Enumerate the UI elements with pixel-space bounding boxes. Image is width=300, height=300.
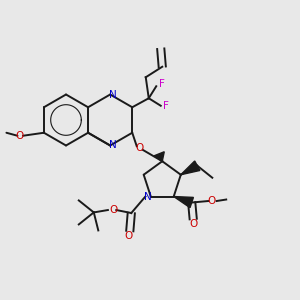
Text: O: O [136,143,144,153]
Text: O: O [207,196,215,206]
Text: N: N [109,89,116,100]
Text: O: O [109,205,117,215]
Text: O: O [15,131,23,141]
Text: N: N [109,140,116,151]
Text: F: F [159,79,165,89]
Polygon shape [154,152,164,161]
Text: N: N [144,191,152,202]
Text: O: O [190,219,198,230]
Text: O: O [125,231,133,242]
Polygon shape [181,161,200,175]
Polygon shape [174,196,194,208]
Text: F: F [163,101,169,111]
